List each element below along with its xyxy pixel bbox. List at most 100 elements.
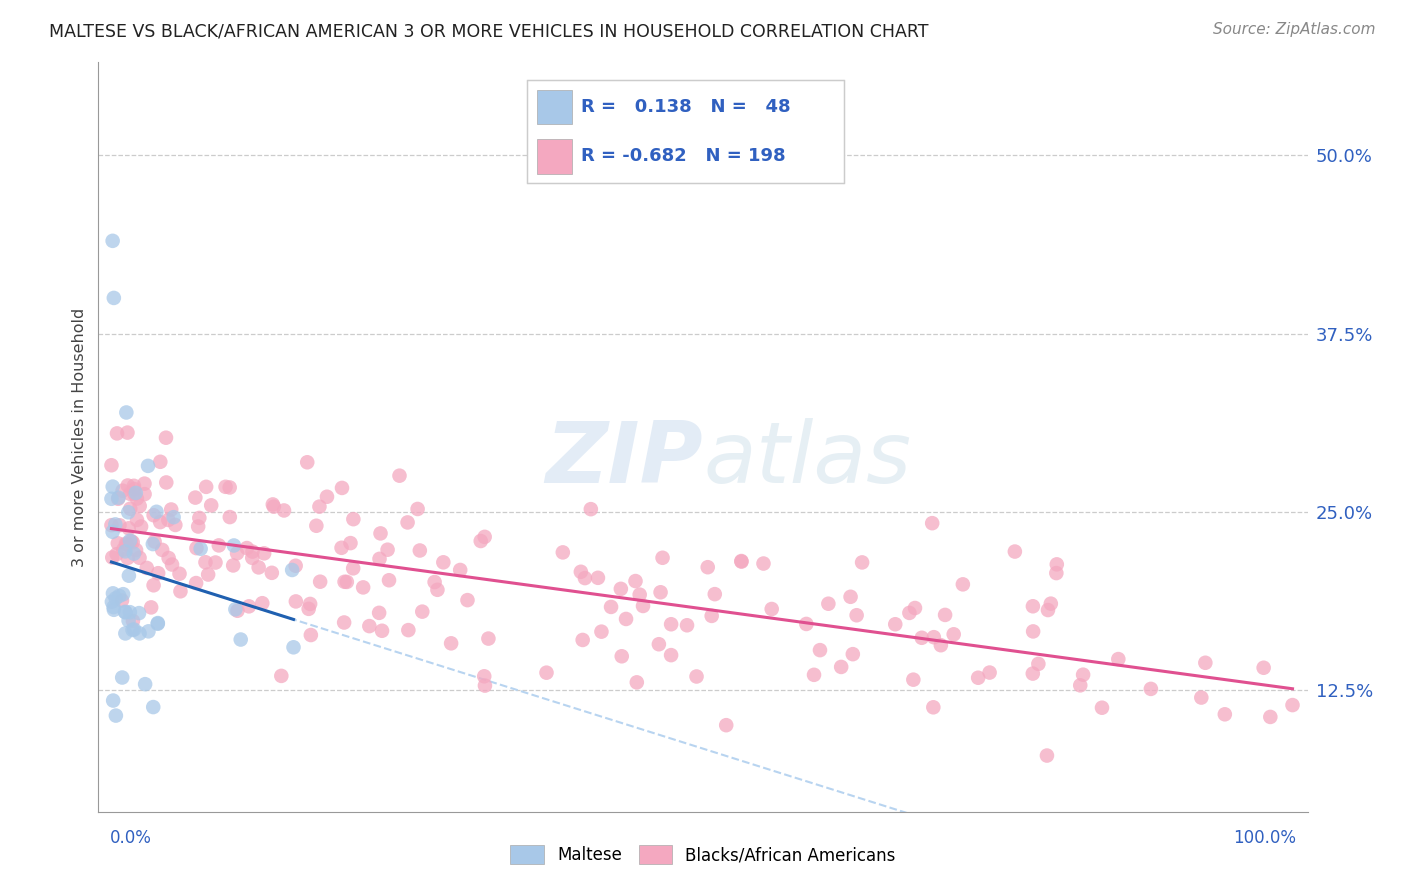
Point [157, 551, 180, 566]
Point [240, 550, 263, 565]
Point [242, 544, 264, 558]
Point [120, 487, 142, 501]
Point [794, 616, 817, 631]
Point [898, 606, 921, 620]
Point [884, 617, 907, 632]
Point [111, 483, 134, 498]
Point [128, 606, 150, 620]
Point [730, 555, 752, 569]
Point [299, 628, 322, 642]
Point [121, 535, 143, 549]
Point [117, 551, 139, 566]
Point [685, 669, 707, 683]
Point [134, 677, 156, 691]
Point [333, 615, 356, 630]
Point [472, 669, 495, 683]
Point [103, 291, 125, 305]
Point [396, 516, 419, 530]
Point [1036, 748, 1059, 763]
Point [440, 636, 463, 650]
Point [200, 499, 222, 513]
Text: ZIP: ZIP [546, 418, 703, 501]
Point [136, 458, 159, 473]
Point [112, 587, 135, 601]
Point [101, 524, 124, 539]
Point [129, 519, 152, 533]
Point [536, 665, 558, 680]
Point [1189, 690, 1212, 705]
Point [339, 536, 361, 550]
Point [187, 519, 209, 533]
Point [114, 605, 136, 619]
Point [122, 479, 145, 493]
Point [1022, 666, 1045, 681]
Point [146, 566, 169, 581]
Point [143, 534, 166, 549]
Point [1213, 707, 1236, 722]
Point [103, 603, 125, 617]
Point [388, 468, 411, 483]
Point [104, 517, 127, 532]
Point [114, 626, 136, 640]
Point [911, 631, 934, 645]
Point [979, 665, 1001, 680]
Point [104, 708, 127, 723]
Point [1140, 681, 1163, 696]
Point [703, 587, 725, 601]
Point [929, 638, 952, 652]
Point [423, 575, 446, 590]
Point [108, 589, 131, 603]
Point [817, 597, 839, 611]
Point [336, 574, 359, 589]
Point [111, 593, 134, 607]
Point [316, 490, 339, 504]
Point [224, 602, 246, 616]
Point [105, 547, 128, 561]
Point [922, 700, 945, 714]
Point [368, 606, 391, 620]
Point [1260, 710, 1282, 724]
Point [155, 475, 177, 490]
Point [297, 455, 319, 469]
Point [262, 498, 284, 512]
Point [370, 526, 392, 541]
Text: Source: ZipAtlas.com: Source: ZipAtlas.com [1212, 22, 1375, 37]
Point [1036, 603, 1059, 617]
Point [273, 503, 295, 517]
Point [474, 530, 496, 544]
Point [252, 596, 274, 610]
Point [305, 518, 328, 533]
Point [1253, 661, 1275, 675]
Point [128, 626, 150, 640]
Point [184, 576, 207, 591]
Point [121, 623, 143, 637]
Point [104, 591, 127, 606]
Point [214, 480, 236, 494]
Point [101, 693, 124, 707]
Point [371, 624, 394, 638]
Point [100, 491, 122, 506]
Point [574, 571, 596, 585]
Point [591, 624, 613, 639]
Point [222, 558, 245, 573]
Bar [537, 89, 571, 124]
Point [628, 588, 651, 602]
Point [122, 547, 145, 561]
Point [260, 566, 283, 580]
Point [142, 537, 165, 551]
Point [101, 586, 124, 600]
Point [101, 480, 124, 494]
Point [118, 568, 141, 582]
Point [650, 585, 672, 599]
Point [146, 615, 169, 630]
Point [1071, 667, 1094, 681]
Point [803, 668, 825, 682]
Point [474, 679, 496, 693]
Point [238, 599, 260, 614]
Point [165, 518, 187, 533]
Point [128, 499, 150, 513]
Point [169, 566, 191, 581]
Point [120, 534, 142, 549]
Point [378, 573, 401, 587]
Point [236, 541, 259, 555]
